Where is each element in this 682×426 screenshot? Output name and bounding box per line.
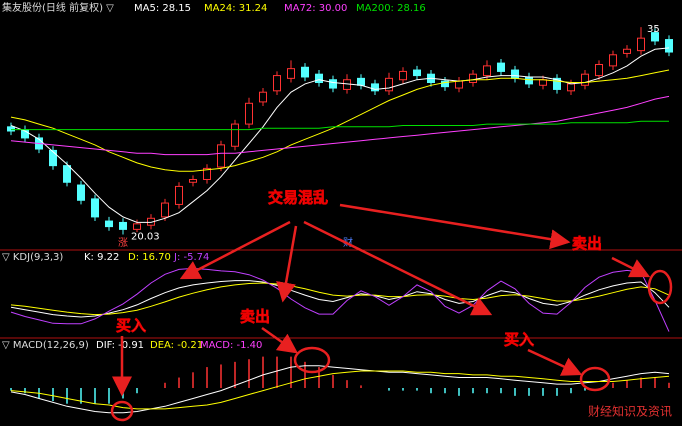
candle-body: [469, 73, 477, 84]
arrow: [303, 220, 493, 316]
candle-body: [385, 77, 393, 92]
series-line: [10, 365, 670, 414]
panel-title: ▽ KDJ(9,3,3): [2, 252, 63, 263]
annotation: 买入: [116, 317, 146, 335]
series-line: [10, 370, 670, 410]
series-line: [10, 69, 670, 172]
annotation: 卖出: [240, 308, 270, 326]
highlight-circle: [579, 366, 611, 392]
series-line: [10, 282, 670, 316]
candle-body: [553, 77, 561, 90]
candle-body: [609, 54, 617, 67]
candle-body: [189, 178, 197, 183]
highlight-circle: [110, 400, 134, 422]
candle-body: [525, 76, 533, 85]
candle-body: [231, 123, 239, 147]
legend-entry: MA72: 30.00: [284, 3, 347, 14]
candle-body: [399, 70, 407, 81]
candle-body: [105, 220, 113, 228]
candle-body: [539, 79, 547, 86]
legend-entry: K: 9.22: [84, 252, 119, 263]
annotation-arrows: [110, 203, 673, 422]
legend-entry: MACD: -1.40: [200, 340, 262, 351]
candle-body: [77, 184, 85, 201]
candle-body: [217, 144, 225, 168]
candle-body: [315, 73, 323, 84]
candle-body: [245, 102, 253, 125]
legend-entry: DIF: -0.91: [96, 340, 144, 351]
highlight-circle: [293, 346, 331, 374]
candle-body: [651, 32, 659, 42]
legend-entry: DEA: -0.21: [150, 340, 203, 351]
watermark: 财经知识及资讯: [588, 405, 672, 419]
candle-body: [665, 39, 673, 53]
candle-body: [455, 80, 463, 89]
candle-body: [133, 223, 141, 230]
highlight-circle: [647, 269, 673, 305]
candle-body: [567, 83, 575, 92]
candle-body: [91, 198, 99, 218]
arrow: [179, 220, 291, 280]
series-line: [10, 95, 670, 156]
legend-entry: J: -5.74: [173, 252, 209, 263]
arrow: [339, 203, 571, 250]
series-line: [10, 47, 670, 223]
legend-entry: MA200: 28.16: [356, 3, 426, 14]
candle-body: [287, 68, 295, 79]
candle-body: [441, 80, 449, 88]
event-marker: 涨: [118, 237, 128, 249]
series-line: [10, 267, 670, 332]
arrow: [611, 256, 651, 278]
candle-body: [203, 167, 211, 180]
panel-title: 集友股份(日线 前复权) ▽: [2, 1, 114, 14]
series-line: [10, 280, 670, 318]
arrow: [261, 326, 299, 354]
candle-body: [49, 149, 57, 167]
candle-body: [301, 66, 309, 78]
candle-body: [483, 65, 491, 77]
annotation: 买入: [504, 331, 534, 349]
legend-entry: MA24: 31.24: [204, 3, 267, 14]
candle-body: [497, 62, 505, 72]
candle-body: [371, 83, 379, 92]
candle-body: [175, 185, 183, 205]
panel-title: ▽ MACD(12,26,9): [2, 340, 89, 351]
candle-body: [595, 63, 603, 77]
annotation: 交易混乱: [268, 189, 328, 207]
candle-body: [357, 77, 365, 86]
high-label: 35: [647, 24, 660, 35]
series-line: [11, 120, 669, 131]
arrow: [527, 348, 583, 376]
low-label: 20.03: [131, 232, 160, 243]
candle-body: [637, 37, 645, 52]
annotation: 卖出: [572, 235, 602, 253]
candle-body: [119, 221, 127, 230]
candle-body: [623, 48, 631, 54]
arrow: [276, 225, 298, 303]
candle-body: [413, 69, 421, 77]
candle-body: [511, 69, 519, 79]
candle-body: [63, 165, 71, 183]
candle-body: [259, 91, 267, 103]
legend-entry: D: 16.70: [128, 252, 171, 263]
candle-body: [329, 79, 337, 89]
candle-body: [161, 202, 169, 218]
legend-entry: MA5: 28.15: [134, 3, 191, 14]
candle-body: [7, 126, 15, 132]
candle-body: [273, 75, 281, 92]
plots: 集友股份(日线 前复权) ▽ MA5: 28.15 MA24: 31.24 MA72:…: [2, 1, 673, 414]
candle-body: [581, 73, 589, 86]
